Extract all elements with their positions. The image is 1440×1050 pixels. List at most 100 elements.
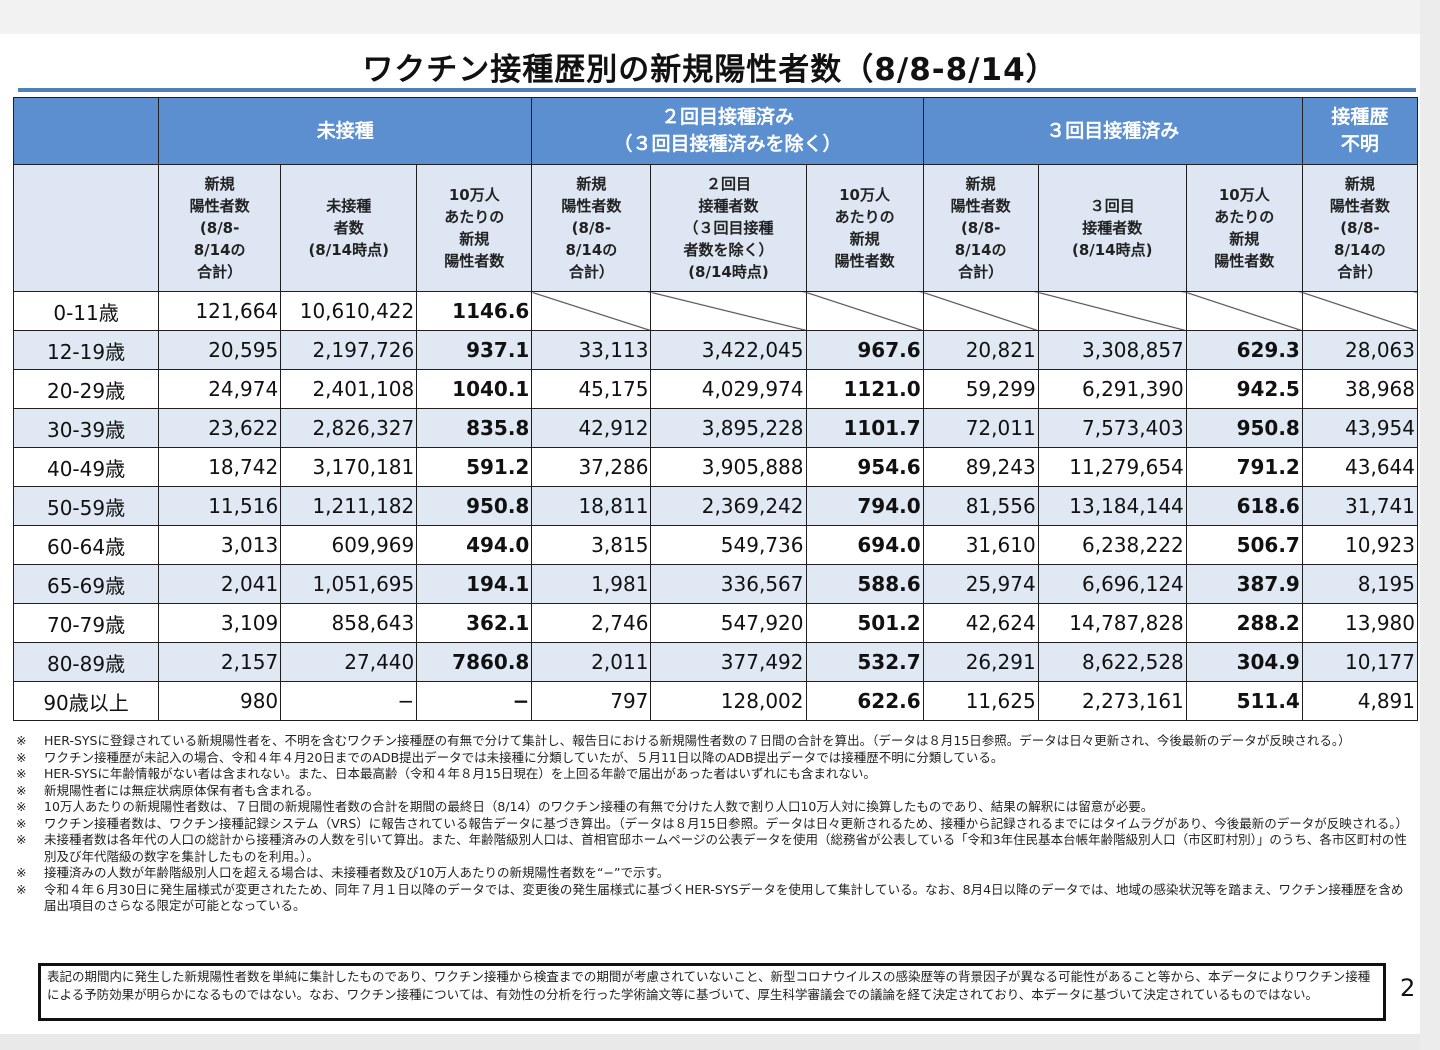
sub-header-per100k: 10万人 あたりの 新規 陽性者数 [416, 164, 533, 292]
sub-header-line: 接種者数 [1082, 219, 1143, 237]
value-cell: 7860.8 [416, 642, 533, 682]
footnote-item: ※ 接種済みの人数が年齢階級別人口を超える場合は、未接種者数及び10万人あたりの新… [16, 865, 1414, 882]
value-cell: 89,243 [922, 447, 1039, 487]
sub-header-row: 新規 陽性者数 (8/8- 8/14の 合計） 未接種 者数 (8/14時点) 10万人 あたりの… [12, 164, 1419, 292]
value-cell: 950.8 [416, 486, 533, 526]
age-group-cell: 50-59歳 [12, 486, 160, 526]
value-cell: − [280, 681, 418, 721]
footnote-text: HER-SYSに年齢情報がない者は含まれない。また、日本最高齢（令和４年８月15… [44, 766, 876, 781]
value-cell: 304.9 [1185, 642, 1303, 682]
sub-header-line: 新規 [204, 175, 235, 193]
footnote-mark: ※ [16, 799, 27, 814]
table-row: 80-89歳 2,157 27,440 7860.8 2,011 377,492 532.7… [12, 642, 1419, 682]
value-cell: 4,891 [1301, 681, 1419, 721]
value-cell: 1121.0 [805, 369, 924, 409]
value-cell: 1040.1 [416, 369, 533, 409]
footnote-item: ※ HER-SYSに登録されている新規陽性者を、不明を含むワクチン接種歴の有無で分… [16, 733, 1414, 750]
sub-header-line: 10万人 [448, 186, 500, 204]
value-cell: 1146.6 [416, 291, 533, 331]
value-cell: 194.1 [416, 564, 533, 604]
value-cell: 59,299 [922, 369, 1039, 409]
empty-diagonal-cell [650, 291, 807, 331]
footnote-item: ※ ワクチン接種歴が未記入の場合、令和４年４月20日までのADB提出データでは未接… [16, 750, 1414, 767]
value-cell: 42,624 [922, 603, 1039, 643]
footnotes: ※ HER-SYSに登録されている新規陽性者を、不明を含むワクチン接種歴の有無で分… [16, 733, 1414, 915]
value-cell: 618.6 [1185, 486, 1303, 526]
sub-header-line: 者数 [333, 219, 364, 237]
sub-header-line: 8/14の [954, 241, 1007, 259]
value-cell: 33,113 [531, 330, 652, 370]
group-unvaccinated: 未接種 [158, 97, 533, 165]
sub-header-line: （３回目接種 [683, 219, 774, 237]
value-cell: 3,170,181 [280, 447, 418, 487]
sub-header-line: 未接種 [326, 197, 372, 215]
value-cell: 20,821 [922, 330, 1039, 370]
sub-header-line: ２回目 [705, 175, 751, 193]
footnote-text: 10万人あたりの新規陽性者数は、７日間の新規陽性者数の合計を期間の最終日（8/1… [44, 799, 1154, 814]
value-cell: 10,610,422 [280, 291, 418, 331]
sub-header-per100k: 10万人 あたりの 新規 陽性者数 [805, 164, 924, 292]
sub-header-line: 新規 [1344, 175, 1375, 193]
page-number: 2 [1400, 974, 1416, 1002]
empty-diagonal-cell [1185, 291, 1303, 331]
footnote-text: 令和４年６月30日に発生届様式が変更されたため、同年７月１日以降のデータでは、変… [44, 881, 1404, 914]
viewer-scrollbar[interactable] [1420, 0, 1440, 1050]
value-cell: 288.2 [1185, 603, 1303, 643]
footnote-item: ※ 未接種者数は各年代の人口の総計から接種済みの人数を引いて算出。また、年齢階級別… [16, 832, 1414, 865]
footnote-mark: ※ [16, 881, 27, 897]
sub-header-line: 10万人 [839, 186, 890, 204]
value-cell: 835.8 [416, 408, 533, 448]
sub-header-line: 8/14の [193, 241, 246, 259]
footnote-mark: ※ [16, 865, 27, 880]
value-cell: 2,746 [531, 603, 652, 643]
group-dose2: ２回目接種済み （３回目接種済みを除く） [531, 97, 924, 165]
value-cell: 2,011 [531, 642, 652, 682]
sub-header-line: 陽性者数 [1329, 197, 1390, 215]
sub-header-dose3-count: ３回目 接種者数 (8/14時点) [1037, 164, 1187, 292]
footnote-mark: ※ [16, 749, 27, 765]
value-cell: 6,238,222 [1037, 525, 1187, 565]
sub-header-line: (8/14時点) [308, 241, 389, 259]
value-cell: 2,273,161 [1037, 681, 1187, 721]
footnote-item: ※ ワクチン接種者数は、ワクチン接種記録システム（VRS）に報告されている報告デー… [16, 816, 1414, 833]
value-cell: 591.2 [416, 447, 533, 487]
sub-header-new-cases: 新規 陽性者数 (8/8- 8/14の 合計） [158, 164, 282, 292]
footnote-mark: ※ [16, 782, 27, 798]
value-cell: 588.6 [805, 564, 924, 604]
group-header-row: 未接種 ２回目接種済み （３回目接種済みを除く） ３回目接種済み 接種歴 不明 [12, 97, 1419, 165]
value-cell: 37,286 [531, 447, 652, 487]
value-cell: 11,625 [922, 681, 1039, 721]
value-cell: 967.6 [805, 330, 924, 370]
table-row: 65-69歳 2,041 1,051,695 194.1 1,981 336,567 588… [12, 564, 1419, 604]
value-cell: 10,177 [1301, 642, 1419, 682]
value-cell: 501.2 [805, 603, 924, 643]
sub-header-line: (8/8- [960, 219, 1001, 237]
value-cell: 3,013 [158, 525, 282, 565]
age-group-cell: 60-64歳 [12, 525, 160, 565]
sub-header-line: 合計） [1337, 263, 1383, 281]
value-cell: − [416, 681, 533, 721]
title-divider [18, 88, 1416, 92]
footnote-item: ※ 新規陽性者には無症状病原体保有者も含まれる。 [16, 783, 1414, 800]
value-cell: 547,920 [650, 603, 807, 643]
sub-header-per100k: 10万人 あたりの 新規 陽性者数 [1185, 164, 1303, 292]
sub-header-line: (8/8- [571, 219, 612, 237]
sub-header-line: 合計） [568, 263, 614, 281]
empty-diagonal-cell [1037, 291, 1187, 331]
value-cell: 858,643 [280, 603, 418, 643]
table-row: 50-59歳 11,516 1,211,182 950.8 18,811 2,369,24… [12, 486, 1419, 526]
sub-header-line: 8/14の [565, 241, 618, 259]
value-cell: 2,041 [158, 564, 282, 604]
value-cell: 13,980 [1301, 603, 1419, 643]
table-body: 0-11歳 121,664 10,610,422 1146.6 12-19歳 20,595… [12, 291, 1419, 721]
footnote-item: ※ HER-SYSに年齢情報がない者は含まれない。また、日本最高齢（令和４年８月1… [16, 766, 1414, 783]
sub-header-new-cases: 新規 陽性者数 (8/8- 8/14の 合計） [922, 164, 1039, 292]
value-cell: 11,516 [158, 486, 282, 526]
footnote-mark: ※ [16, 766, 27, 781]
value-cell: 791.2 [1185, 447, 1303, 487]
value-cell: 549,736 [650, 525, 807, 565]
group-unknown: 接種歴 不明 [1301, 97, 1419, 165]
value-cell: 950.8 [1185, 408, 1303, 448]
value-cell: 8,622,528 [1037, 642, 1187, 682]
value-cell: 1101.7 [805, 408, 924, 448]
